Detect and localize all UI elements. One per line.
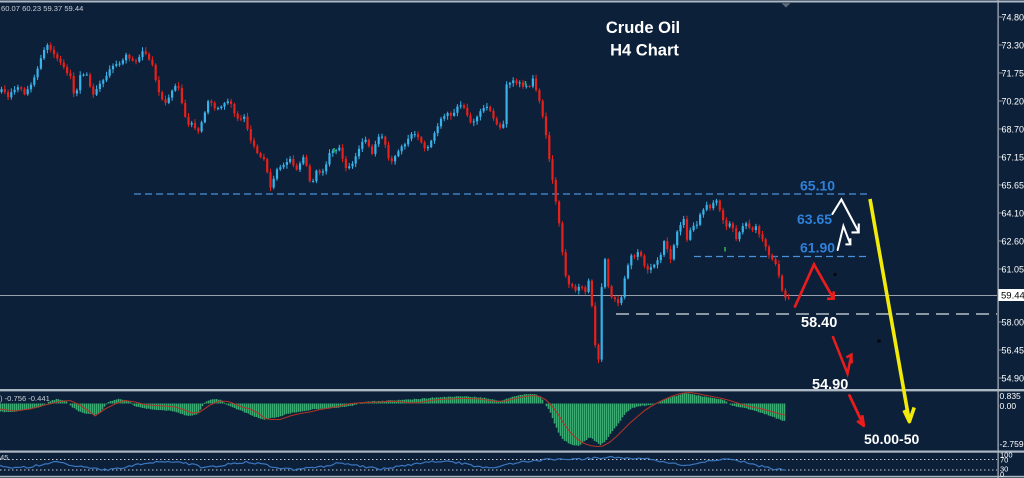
svg-text:0: 0 [1000,470,1004,478]
svg-text:58.40: 58.40 [801,315,837,331]
svg-text:H4 Chart: H4 Chart [610,42,679,60]
svg-text:0.00: 0.00 [1000,401,1017,411]
svg-text:62.60: 62.60 [1002,237,1024,247]
svg-text:54.90: 54.90 [1002,374,1024,384]
svg-text:71.75: 71.75 [1002,69,1024,79]
svg-text:70.20: 70.20 [1002,97,1024,107]
svg-text:56.45: 56.45 [1002,346,1024,356]
svg-text:Crude Oil: Crude Oil [606,19,680,37]
svg-text:74.80: 74.80 [1002,13,1024,23]
svg-text:100: 100 [1000,451,1013,460]
svg-text:73.30: 73.30 [1002,41,1024,51]
svg-text:65.10: 65.10 [800,178,835,194]
svg-text:65.65: 65.65 [1002,181,1024,191]
svg-text:59.44: 59.44 [1001,291,1024,302]
svg-text:63.65: 63.65 [797,211,832,227]
svg-text:67.15: 67.15 [1002,153,1024,163]
svg-text:30: 30 [1000,465,1008,474]
svg-text:-2.759: -2.759 [1000,439,1024,449]
svg-text:54.90: 54.90 [812,377,848,393]
svg-text:50.00-50: 50.00-50 [864,431,919,447]
svg-text:61.05: 61.05 [1002,265,1024,275]
svg-text:58.00: 58.00 [1002,318,1024,328]
svg-text:68.70: 68.70 [1002,125,1024,135]
svg-text:64.10: 64.10 [1002,209,1024,219]
svg-text:) -0.756 -0.441: ) -0.756 -0.441 [0,394,50,403]
svg-text:70: 70 [1000,456,1008,465]
svg-text:60.07 60.23 59.37 59.44: 60.07 60.23 59.37 59.44 [1,4,83,13]
svg-text:45.: 45. [0,453,11,462]
svg-text:0.835: 0.835 [1000,391,1022,401]
svg-text:61.90: 61.90 [800,240,835,256]
